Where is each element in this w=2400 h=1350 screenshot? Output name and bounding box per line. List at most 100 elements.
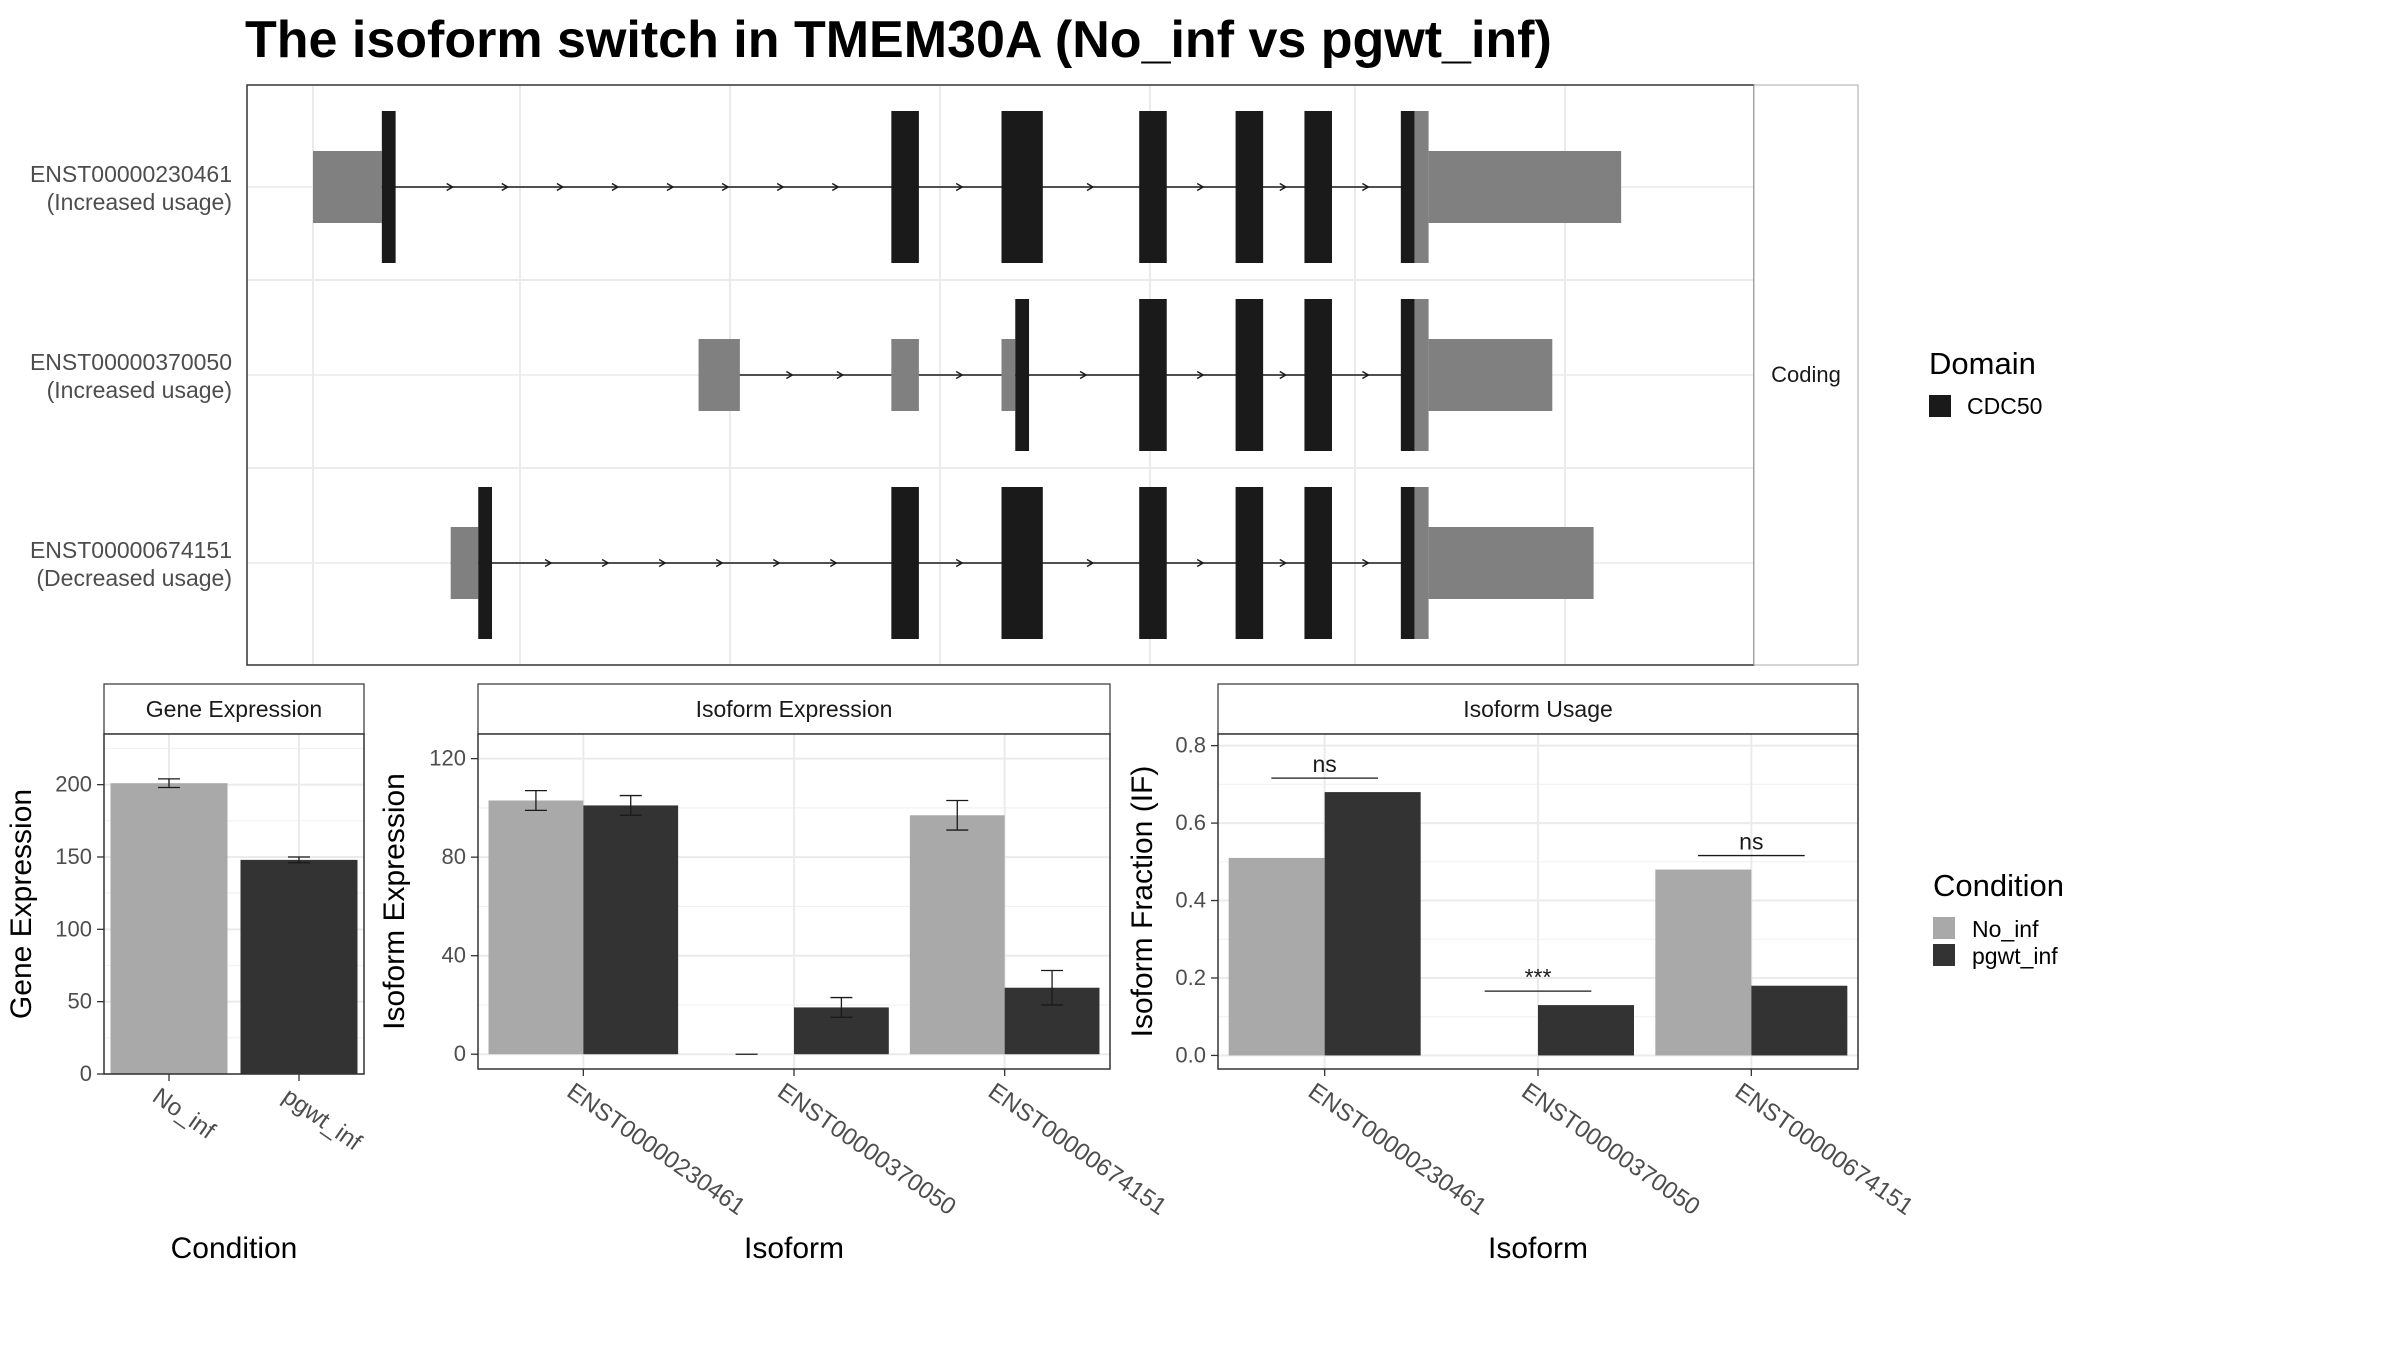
gene-expression-panel: Gene Expression 0 50 100 150 200 No_inf pgwt_in… <box>5 683 367 1265</box>
intron-arrow <box>1196 370 1205 380</box>
error-bar <box>1041 969 1064 1006</box>
intron-arrow <box>955 182 964 192</box>
figure-title: The isoform switch in TMEM30A (No_inf vs… <box>245 11 1552 69</box>
y-tick-label: 120 <box>429 746 466 771</box>
y-tick-label: 0.8 <box>1175 733 1206 758</box>
intron-arrow <box>658 558 667 568</box>
intron-arrow <box>1079 370 1088 380</box>
x-tick-label: ENST00000230461 <box>562 1078 750 1221</box>
y-tick-label: 0.0 <box>1175 1042 1206 1067</box>
bar <box>110 783 228 1074</box>
coding-exon-cdc50 <box>1235 299 1264 451</box>
intron-arrow <box>1362 370 1370 380</box>
y-tick-label: 0.2 <box>1175 965 1206 990</box>
bar <box>1655 869 1752 1056</box>
bar <box>1324 792 1421 1056</box>
condition-legend: Condition No_inf pgwt_inf <box>1933 868 2064 969</box>
transcript-label-usage: (Decreased usage) <box>36 565 232 591</box>
bar <box>1751 985 1848 1056</box>
three-prime-utr <box>1428 339 1553 411</box>
intron-arrow <box>1196 558 1205 568</box>
coding-exon-cdc50 <box>1304 299 1332 451</box>
intron-arrow <box>1086 182 1095 192</box>
y-axis-title: Isoform Expression <box>378 773 411 1030</box>
condition-legend-key-no-inf <box>1933 917 1955 939</box>
y-tick-label: 80 <box>442 844 466 869</box>
intron-arrow <box>501 182 510 192</box>
significance-label: ns <box>1313 751 1337 777</box>
intron-arrow <box>1279 558 1288 568</box>
utr-exon <box>891 339 919 411</box>
y-tick-label: 150 <box>55 844 92 869</box>
intron-arrow <box>666 182 675 192</box>
intron-arrow <box>955 370 964 380</box>
y-tick-label: 50 <box>68 989 92 1014</box>
intron-arrow <box>1279 182 1288 192</box>
coding-exon-cdc50 <box>1139 299 1167 451</box>
coding-exon-cdc50 <box>1015 299 1030 451</box>
bar <box>909 815 1005 1055</box>
y-tick-label: 0 <box>454 1041 466 1066</box>
utr-exon <box>698 339 740 411</box>
domain-legend-title: Domain <box>1929 346 2036 381</box>
y-axis-title: Isoform Fraction (IF) <box>1126 766 1159 1038</box>
transcript-label-id: ENST00000370050 <box>30 349 232 375</box>
error-bar <box>524 790 547 812</box>
coding-exon-cdc50 <box>1139 111 1167 263</box>
exon-boundary-utr <box>1414 111 1429 263</box>
intron-arrow <box>1362 558 1370 568</box>
coding-exon-cdc50 <box>1400 487 1415 639</box>
intron-arrow <box>831 182 840 192</box>
panel-strip <box>1217 683 1859 735</box>
error-bar <box>288 856 310 864</box>
coding-exon-cdc50 <box>1139 487 1167 639</box>
utr-exon <box>450 527 479 599</box>
intron-arrow <box>776 182 785 192</box>
coding-exon-cdc50 <box>1304 487 1332 639</box>
error-bar <box>946 799 969 831</box>
error-bar <box>619 794 642 816</box>
x-tick-label: ENST00000370050 <box>1517 1078 1705 1221</box>
panel-strip <box>103 683 365 735</box>
panel-strip-title: Gene Expression <box>146 696 322 722</box>
significance-label: ns <box>1739 829 1763 855</box>
x-tick-label: ENST00000370050 <box>773 1078 961 1221</box>
intron-arrow <box>1086 558 1095 568</box>
x-tick-label: ENST00000674151 <box>1730 1078 1918 1221</box>
transcript-track-ENST00000370050 <box>698 299 1553 451</box>
condition-legend-key-pgwt-inf <box>1933 944 1955 966</box>
y-tick-label: 0 <box>80 1061 92 1086</box>
transcript-track-ENST00000230461 <box>313 111 1622 263</box>
intron-arrow <box>721 182 730 192</box>
intron-arrow <box>1279 370 1288 380</box>
error-bar <box>830 996 853 1018</box>
domain-legend: Domain CDC50 <box>1929 346 2042 419</box>
significance-label: *** <box>1525 964 1552 990</box>
transcript-label-id: ENST00000230461 <box>30 161 232 187</box>
panel-strip-title: Isoform Usage <box>1463 696 1613 722</box>
bar <box>240 859 358 1074</box>
bar <box>1538 1005 1634 1056</box>
intron-arrow <box>601 558 610 568</box>
coding-exon-cdc50 <box>381 111 396 263</box>
coding-exon-cdc50 <box>1304 111 1332 263</box>
x-tick-label: pgwt_inf <box>278 1083 367 1157</box>
coding-exon-cdc50 <box>1001 111 1043 263</box>
three-prime-utr <box>1428 151 1622 223</box>
transcript-label-id: ENST00000674151 <box>30 537 232 563</box>
x-tick-label: ENST00000230461 <box>1303 1078 1491 1221</box>
structure-strip <box>1753 84 1859 666</box>
utr-exon <box>1001 339 1016 411</box>
isoform-expression-panel: Isoform Expression 0 40 80 120 ENST0000023046… <box>378 683 1171 1265</box>
intron-arrow <box>955 558 964 568</box>
condition-legend-label-no-inf: No_inf <box>1972 916 2039 942</box>
coding-exon-cdc50 <box>1001 487 1043 639</box>
transcript-label-usage: (Increased usage) <box>47 189 232 215</box>
y-tick-label: 200 <box>55 772 92 797</box>
isoform-usage-panel: Isoform Usage ns *** ns 0.0 0.2 0.4 0.6 0.8 ENST0… <box>1126 683 1918 1265</box>
coding-exon-cdc50 <box>891 487 919 639</box>
transcript-track-ENST00000674151 <box>450 487 1594 639</box>
coding-exon-cdc50 <box>1235 487 1264 639</box>
intron-arrow <box>611 182 620 192</box>
intron-arrow <box>1362 182 1370 192</box>
